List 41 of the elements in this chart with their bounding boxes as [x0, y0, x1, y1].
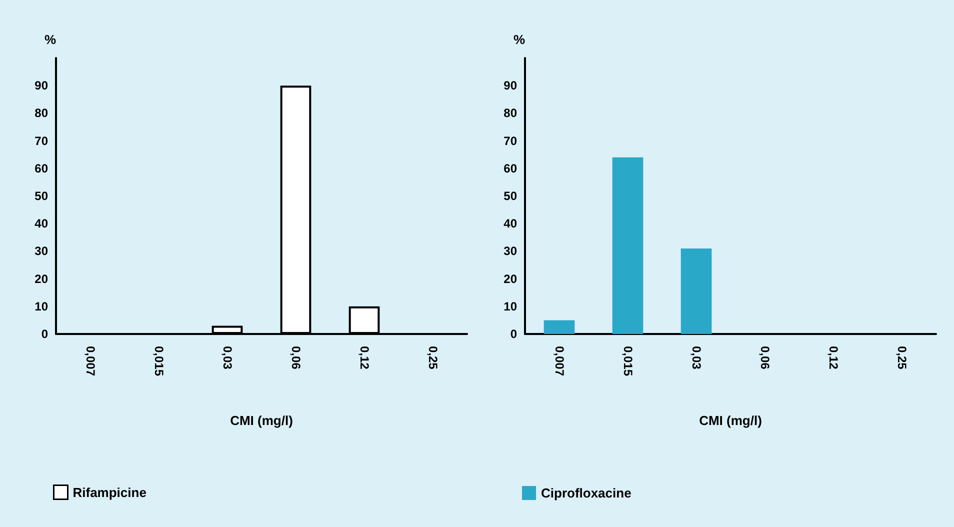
y-tick-label: 20 — [34, 272, 48, 286]
legend-label: Rifampicine — [72, 484, 146, 500]
legend-label: Ciprofloxacine — [541, 486, 632, 500]
y-tick-label: 80 — [504, 106, 518, 120]
y-tick-label: 20 — [504, 272, 518, 286]
y-tick-label: 60 — [34, 161, 48, 176]
x-tick-label: 0,06 — [758, 346, 772, 370]
x-tick-label: 0,015 — [152, 346, 166, 376]
y-tick-label: 0 — [41, 327, 48, 341]
x-tick-label: 0,03 — [220, 346, 234, 370]
y-tick-label: 30 — [504, 244, 518, 258]
y-tick-label: 40 — [34, 216, 48, 231]
y-tick-label: 10 — [504, 299, 518, 314]
y-axis-title: % — [44, 32, 56, 47]
y-tick-label: 50 — [34, 189, 48, 203]
x-tick-label: 0,25 — [894, 346, 909, 370]
x-tick-label: 0,06 — [288, 346, 303, 370]
x-tick-label: 0,015 — [620, 346, 635, 376]
y-tick-label: 80 — [34, 106, 48, 120]
x-tick-label: 0,12 — [826, 346, 840, 370]
y-tick-label: 70 — [34, 134, 48, 148]
x-tick-label: 0,25 — [426, 346, 440, 370]
x-tick-label: 0,007 — [83, 346, 98, 376]
bar — [680, 248, 712, 334]
y-tick-label: 70 — [504, 134, 518, 148]
x-axis-title: CMI (mg/l) — [230, 413, 293, 428]
y-axis-title: % — [513, 32, 526, 47]
x-tick-label: 0,03 — [689, 346, 704, 370]
y-tick-label: 50 — [504, 189, 518, 203]
x-axis-title: CMI (mg/l) — [699, 413, 762, 428]
x-tick-label: 0,007 — [552, 346, 566, 376]
y-tick-label: 90 — [34, 78, 48, 93]
y-tick-label: 40 — [504, 216, 518, 231]
y-tick-label: 60 — [504, 161, 518, 176]
y-tick-label: 0 — [510, 327, 518, 341]
bar — [544, 320, 575, 334]
y-tick-label: 10 — [34, 299, 48, 314]
y-tick-label: 30 — [34, 244, 48, 258]
x-tick-label: 0,12 — [357, 346, 372, 370]
bar — [612, 157, 644, 334]
y-tick-label: 90 — [504, 78, 518, 93]
